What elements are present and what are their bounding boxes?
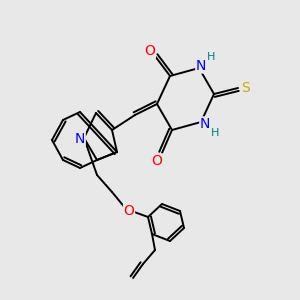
Text: O: O	[145, 44, 155, 58]
Text: H: H	[211, 128, 219, 138]
Text: S: S	[242, 81, 250, 95]
Text: O: O	[152, 154, 162, 168]
Text: H: H	[207, 52, 215, 62]
Text: N: N	[196, 59, 206, 73]
Text: N: N	[200, 117, 210, 131]
Text: O: O	[124, 204, 134, 218]
Text: N: N	[75, 132, 85, 146]
